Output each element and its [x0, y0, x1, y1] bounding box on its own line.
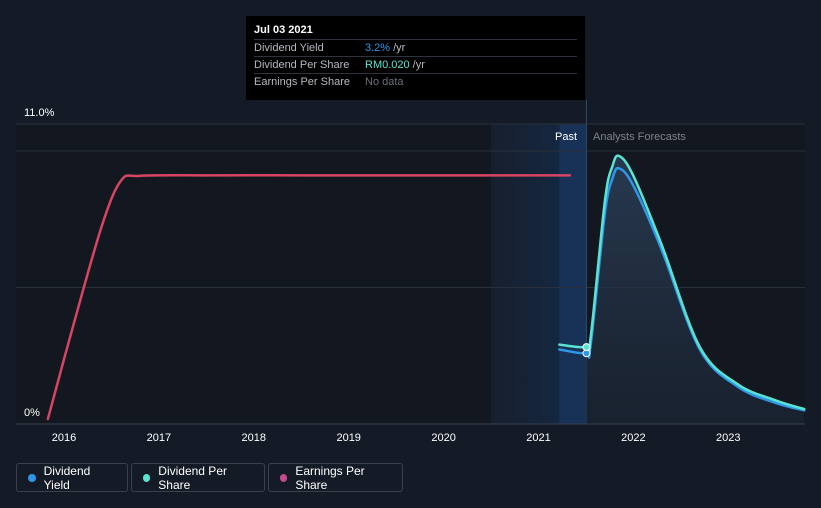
dividend-per-share-line [558, 154, 806, 411]
tooltip-date: Jul 03 2021 [254, 24, 313, 36]
tooltip-row-earnings-per-share: Earnings Per Share No data [254, 73, 577, 90]
legend-dot-icon [28, 473, 36, 482]
x-tick-label: 2023 [716, 432, 740, 444]
hover-markers [582, 343, 591, 358]
earnings-per-share-line [46, 174, 572, 421]
legend-item-earnings-per-share[interactable]: Earnings Per Share [268, 463, 403, 492]
tooltip-label: Earnings Per Share [254, 76, 350, 88]
tooltip-row-dividend-yield: Dividend Yield 3.2% /yr [254, 39, 577, 56]
x-tick-label: 2021 [526, 432, 550, 444]
forecast-region-label: Analysts Forecasts [593, 131, 686, 143]
legend-item-dividend-yield[interactable]: Dividend Yield [16, 463, 128, 492]
legend-label: Dividend Yield [43, 463, 91, 492]
legend-item-dividend-per-share[interactable]: Dividend Per Share [131, 463, 265, 492]
forecast-area-fill [585, 155, 805, 424]
x-tick-label: 2022 [621, 432, 645, 444]
x-tick-label: 2018 [242, 432, 266, 444]
x-tick-label: 2020 [431, 432, 455, 444]
tooltip-label: Dividend Per Share [254, 59, 350, 71]
tooltip-value: RM0.020 [365, 59, 410, 71]
x-tick-label: 2019 [336, 432, 360, 444]
tooltip-value: 3.2% [365, 42, 391, 54]
legend-dot-icon [280, 473, 288, 482]
tooltip: Jul 03 2021 Dividend Yield 3.2% /yr Divi… [246, 16, 585, 100]
x-axis-ticks: 2016 2017 2018 2019 2020 2021 2022 2023 [52, 432, 741, 444]
tooltip-row-dividend-per-share: Dividend Per Share RM0.020 /yr [254, 56, 577, 73]
dividend-per-share-marker [582, 343, 591, 352]
y-axis-bottom-label: 0% [24, 407, 40, 419]
series-lines [46, 154, 806, 421]
forecast-area [585, 155, 805, 424]
x-tick-label: 2017 [147, 432, 171, 444]
past-region-label: Past [555, 131, 577, 143]
y-axis-top-label: 11.0% [24, 107, 55, 119]
hover-band [559, 124, 587, 424]
legend-label: Dividend Per Share [158, 463, 227, 492]
tooltip-value: No data [365, 76, 404, 88]
tooltip-label: Dividend Yield [254, 42, 324, 54]
legend-label: Earnings Per Share [295, 463, 365, 492]
tooltip-unit: /yr [393, 42, 406, 54]
legend-dot-icon [143, 473, 151, 482]
tooltip-unit: /yr [412, 59, 425, 71]
x-tick-label: 2016 [52, 432, 76, 444]
